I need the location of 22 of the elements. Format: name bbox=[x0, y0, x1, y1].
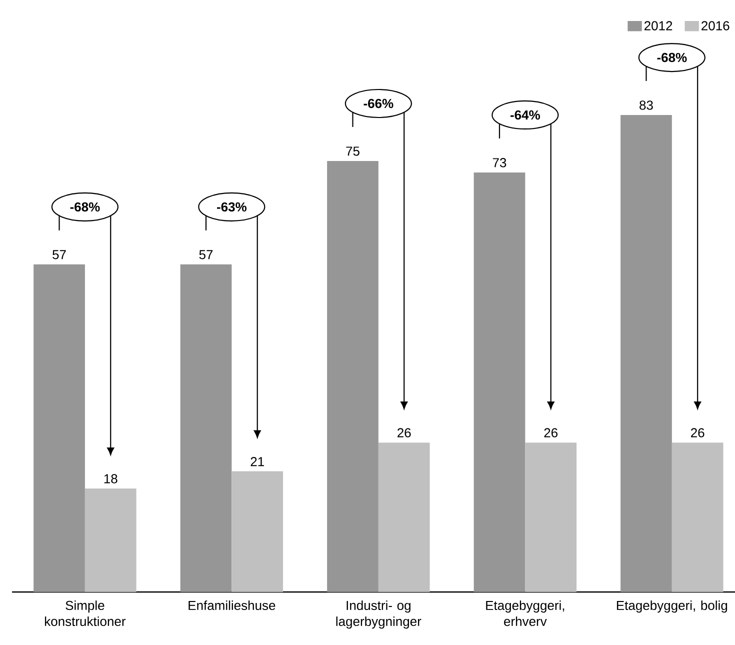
annotation: -63% bbox=[217, 202, 247, 212]
data-label: 75 bbox=[346, 146, 360, 156]
x-tick-label: Simple konstruktioner bbox=[44, 600, 126, 626]
data-label: 26 bbox=[691, 428, 704, 438]
data-label: 73 bbox=[492, 158, 506, 168]
legend-label: 2012 bbox=[644, 21, 672, 30]
annotation: -64% bbox=[510, 110, 540, 120]
data-label: 21 bbox=[250, 457, 264, 466]
x-tick-label: Enfamilieshuse bbox=[188, 600, 276, 610]
text: -66% bbox=[364, 98, 394, 108]
data-label: 83 bbox=[640, 100, 653, 110]
data-label: 57 bbox=[199, 250, 213, 260]
text: -68% bbox=[657, 52, 687, 62]
x-tick-label: Industri- og lagerbygninger bbox=[336, 600, 422, 629]
data-label: 18 bbox=[104, 474, 118, 484]
data-label: 57 bbox=[52, 250, 66, 260]
legend-label: 2016 bbox=[702, 21, 730, 30]
annotation: -68% bbox=[70, 202, 100, 212]
data-label: 26 bbox=[544, 428, 558, 438]
data-label: 26 bbox=[398, 428, 411, 438]
x-tick-label: Etagebyggeri, erhverv bbox=[486, 600, 564, 626]
x-tick-label: Etagebyggeri, bolig bbox=[616, 600, 728, 613]
